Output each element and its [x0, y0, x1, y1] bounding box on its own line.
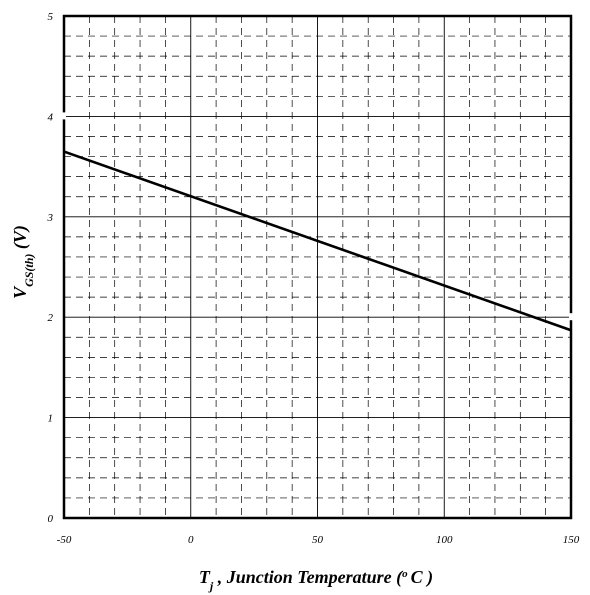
x-tick-label: 100	[436, 534, 453, 546]
y-tick-label: 0	[48, 513, 54, 525]
x-tick-label: 150	[563, 534, 580, 546]
y-axis-label-unit: (V)	[10, 225, 31, 254]
series-line	[63, 150, 572, 332]
y-tick-label: 3	[47, 212, 54, 224]
plot-frame	[62, 14, 573, 520]
x-tick-labels: -50 0 50 100 150	[57, 534, 580, 546]
series-layer	[63, 150, 572, 332]
y-axis-label-main: V	[10, 285, 30, 299]
y-tick-label: 2	[48, 312, 54, 324]
x-tick-label: 50	[312, 534, 324, 546]
x-tick-label: -50	[57, 534, 72, 546]
y-tick-labels: 0 1 2 3 4 5	[47, 11, 54, 525]
x-axis-label-main: T	[199, 567, 211, 587]
y-axis-label-sub: GS(th)	[22, 254, 36, 287]
x-axis-label-unit: C )	[411, 567, 434, 588]
y-tick-label: 4	[48, 111, 54, 123]
frame-gap-right	[569, 313, 573, 321]
x-tick-label: 0	[188, 534, 194, 546]
frame-gaps	[62, 112, 573, 321]
x-axis-label-sup: o	[402, 568, 408, 580]
frame-gap-left	[62, 112, 66, 120]
major-grid	[64, 16, 571, 518]
y-tick-label: 5	[48, 11, 54, 23]
x-axis-label: Tj , Junction Temperature (o C )	[199, 567, 433, 593]
x-axis-label-rest: , Junction Temperature (	[213, 567, 404, 588]
y-tick-label: 1	[48, 413, 54, 425]
x-axis-label-sub: j	[208, 579, 214, 593]
y-axis-label: VGS(th) (V)	[10, 225, 36, 299]
